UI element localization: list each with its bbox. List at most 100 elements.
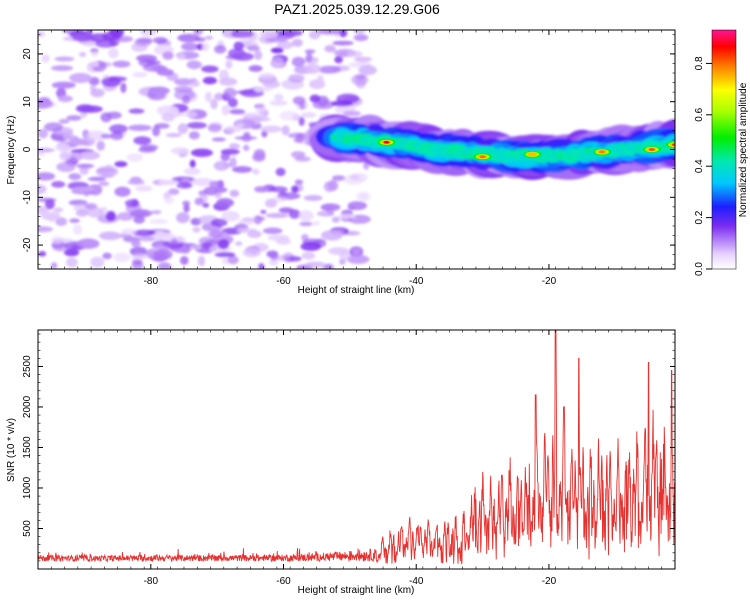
noise-blob [294,156,311,162]
noise-blob [339,251,351,261]
y-tick-label: -20 [22,237,33,252]
noise-blob [90,61,100,68]
x-tick-label: -40 [409,276,424,287]
ridge-peak [529,152,536,156]
snr-x-ticks: -80 -60 -40 -20 [50,330,676,587]
noise-blob [87,176,106,182]
noise-blob [291,151,306,159]
noise-blob [170,238,178,248]
noise-blob [186,60,202,70]
ridge-peak [672,143,675,147]
noise-blob [108,48,119,59]
noise-blob [304,63,321,74]
noise-blob [151,65,168,72]
noise-blob [158,262,172,269]
noise-blob [347,201,367,211]
noise-blob [183,204,190,213]
noise-blob [85,130,107,141]
noise-blob [174,78,194,86]
noise-blob [279,30,303,37]
noise-blob [224,125,242,133]
noise-blob [304,49,316,54]
noise-blob [96,140,105,151]
noise-blob [102,74,110,80]
noise-blob [321,230,343,241]
noise-blob [205,35,214,40]
noise-blob [164,196,175,204]
noise-blob [168,188,180,195]
noise-blob [121,228,137,236]
noise-blob [271,57,284,68]
noise-blob [113,252,131,263]
noise-blob [131,240,141,248]
noise-blob [110,132,124,140]
noise-blob [201,42,210,52]
noise-blob [337,214,357,220]
noise-blob [247,45,261,52]
noise-blob [64,248,80,257]
noise-blob [218,69,229,81]
noise-blob [270,47,284,54]
noise-blob [201,65,219,73]
noise-blob [229,109,246,115]
snr-series-line [38,330,675,565]
spectrogram-signal-ridge [307,114,675,180]
noise-blob [72,224,83,235]
noise-blob [127,124,152,131]
colorbar-tick-label: 0.2 [694,210,705,224]
noise-blob [318,65,341,74]
noise-blob [194,197,204,206]
noise-blob [327,180,339,191]
colorbar: 0.0 0.2 0.4 0.6 0.8 Normalized spectral ampl… [694,29,749,276]
noise-blob [114,161,128,168]
noise-blob [88,33,111,42]
noise-blob [59,150,71,162]
noise-blob [354,56,372,63]
noise-blob [276,254,291,261]
noise-blob [305,52,313,63]
noise-blob [281,125,290,136]
y-tick-label: 2000 [22,395,33,418]
noise-blob [91,50,98,57]
y-tick-label: 0 [22,146,33,152]
noise-blob [214,92,225,101]
noise-blob [189,244,202,250]
noise-blob [41,54,50,63]
noise-blob [174,89,195,101]
noise-blob [300,242,322,251]
noise-blob [75,104,95,113]
y-tick-label: 2500 [22,355,33,378]
noise-blob [265,198,278,208]
noise-blob [90,256,105,268]
noise-blob [243,131,251,138]
noise-blob [210,218,228,227]
noise-blob [205,91,212,102]
noise-blob [209,180,222,188]
noise-blob [221,211,240,222]
noise-blob [101,76,121,88]
noise-blob [51,81,76,89]
noise-blob [138,146,157,153]
noise-blob [241,134,253,142]
noise-blob [38,226,53,233]
noise-blob [132,229,156,237]
noise-blob [312,221,321,226]
colorbar-label: Normalized spectral amplitude [738,82,749,217]
noise-blob [79,151,100,160]
noise-blob [100,133,113,139]
noise-blob [216,198,235,208]
noise-blob [235,90,257,95]
noise-blob [51,181,66,188]
noise-blob [233,41,245,51]
noise-blob [207,123,222,133]
y-tick-label: 20 [22,48,33,60]
noise-blob [214,251,236,258]
noise-blob [299,101,306,110]
noise-blob [76,163,95,169]
noise-blob [38,184,47,195]
snr-y-label: SNR (10 * v/v) [6,418,17,482]
noise-blob [220,148,240,155]
noise-blob [191,177,215,187]
noise-blob [317,74,324,83]
